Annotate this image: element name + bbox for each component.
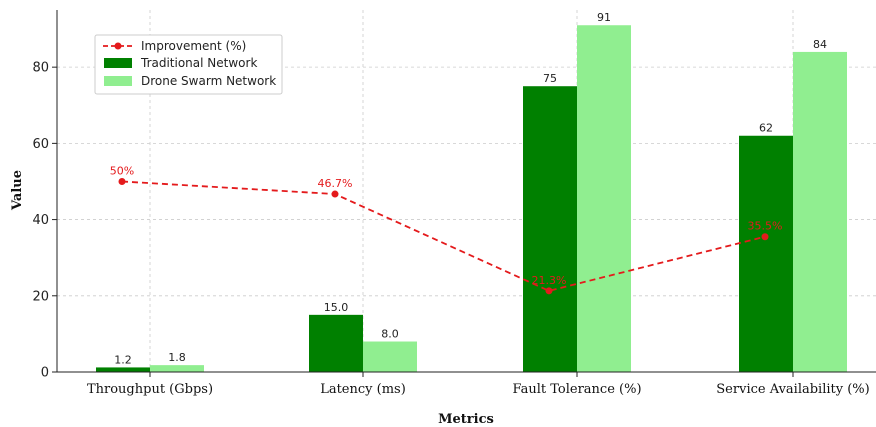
legend-label-improvement: Improvement (%) (141, 39, 246, 53)
bar-value-label: 15.0 (324, 301, 349, 314)
bar-value-label: 75 (543, 72, 557, 85)
bar-value-label: 1.8 (168, 351, 186, 364)
bar-traditional (309, 314, 363, 372)
bar-drone (150, 365, 204, 372)
y-axis-title: Value (10, 170, 25, 211)
improvement-value-label: 21.3% (532, 274, 567, 287)
x-tick-label: Throughput (Gbps) (87, 382, 213, 397)
x-tick-label: Latency (ms) (320, 382, 406, 397)
axes-layer: 0 20 40 60 80 Throughput (Gbps) Latency (ms) Fa… (32, 10, 876, 397)
legend-swatch-traditional (104, 58, 132, 68)
bar-traditional (739, 135, 793, 372)
x-tick-label: Fault Tolerance (%) (512, 382, 641, 397)
improvement-value-label: 35.5% (748, 220, 783, 233)
bar-value-label: 62 (759, 122, 773, 135)
y-tick-label: 80 (32, 61, 49, 76)
improvement-value-label: 50% (110, 164, 134, 177)
legend-swatch-drone (104, 76, 132, 86)
y-tick-label: 0 (41, 366, 49, 381)
bar-value-label: 91 (597, 11, 611, 24)
legend-label-drone: Drone Swarm Network (141, 74, 276, 88)
bar-value-label: 84 (813, 38, 827, 51)
legend: Improvement (%) Traditional Network Dron… (94, 34, 283, 95)
y-tick-label: 40 (32, 213, 49, 228)
bars-layer: 1.2 15.0 75 62 1.8 8.0 91 84 (96, 11, 847, 373)
bar-drone (363, 341, 417, 372)
bar-value-label: 1.2 (114, 353, 132, 366)
legend-frame (94, 34, 283, 95)
improvement-point (545, 287, 553, 295)
bar-traditional (523, 86, 577, 373)
improvement-value-label: 46.7% (318, 177, 353, 190)
improvement-line (121, 180, 766, 292)
improvement-point (331, 190, 339, 198)
improvement-point (118, 177, 126, 185)
bar-value-label: 8.0 (381, 328, 399, 341)
legend-label-traditional: Traditional Network (140, 56, 257, 70)
x-tick-label: Service Availability (%) (716, 382, 869, 397)
y-tick-label: 60 (32, 137, 49, 152)
y-tick-label: 20 (32, 289, 49, 304)
legend-improvement-marker (114, 42, 122, 50)
improvement-line-layer: 50% 46.7% 21.3% 35.5% (110, 164, 783, 295)
bar-drone (793, 51, 847, 372)
bar-traditional (96, 367, 150, 372)
x-axis-title: Metrics (438, 412, 494, 427)
improvement-point (761, 233, 769, 241)
bar-drone (577, 25, 631, 373)
